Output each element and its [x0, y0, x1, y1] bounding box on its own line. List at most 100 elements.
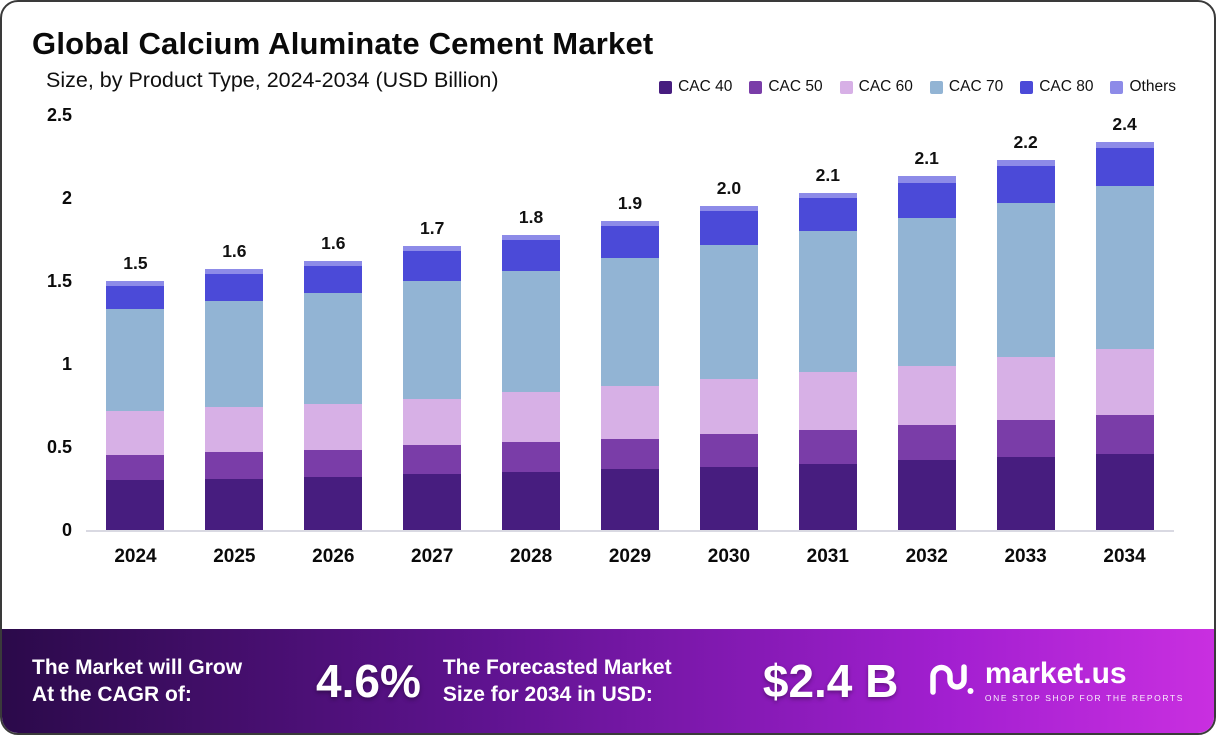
segment-cac-40: [699, 466, 758, 530]
segment-cac-60: [502, 392, 561, 443]
segment-cac-60: [205, 407, 264, 452]
legend-label: CAC 80: [1039, 78, 1094, 95]
segment-cac-80: [502, 239, 561, 272]
legend-label: CAC 60: [858, 78, 913, 95]
bar-total-label: 2.4: [1112, 113, 1137, 134]
brand-logo: market.us ONE STOP SHOP FOR THE REPORTS: [929, 659, 1184, 703]
legend-label: CAC 70: [948, 78, 1004, 95]
segment-others: [403, 246, 462, 252]
legend-item-cac-70: CAC 70: [929, 78, 1004, 96]
x-axis: 2024 2025 2026 2027 2028 2029 2030 2031 2032 2033…: [86, 546, 1174, 568]
legend-swatch-cac-40: [659, 80, 673, 94]
segment-cac-40: [106, 480, 165, 530]
bar-2034: 2.4: [1095, 113, 1154, 530]
y-axis: 0 0.5 1 1.5 2 2.5: [24, 105, 86, 540]
segment-cac-40: [1095, 453, 1154, 530]
segment-cac-40: [403, 473, 462, 530]
legend-item-cac-40: CAC 40: [659, 78, 732, 96]
segment-cac-60: [996, 357, 1055, 421]
segment-cac-70: [996, 203, 1055, 358]
segment-others: [699, 206, 758, 212]
bar-total-label: 1.5: [123, 253, 148, 274]
segment-cac-70: [1095, 186, 1154, 350]
cagr-label: The Market will Grow At the CAGR of:: [32, 655, 243, 706]
chart-header: Global Calcium Aluminate Cement Market S…: [2, 2, 1214, 96]
segment-cac-80: [699, 211, 758, 245]
legend-swatch-others: [1110, 80, 1124, 94]
legend-swatch-cac-70: [929, 80, 943, 94]
x-axis-label: 2033: [1004, 546, 1047, 567]
segment-cac-50: [798, 430, 857, 464]
legend-swatch-cac-50: [749, 80, 763, 94]
segment-others: [897, 176, 956, 184]
x-axis-label: 2029: [608, 546, 652, 567]
segment-cac-70: [897, 217, 956, 366]
segment-others: [1095, 141, 1154, 149]
segment-cac-50: [304, 450, 363, 477]
segment-cac-70: [403, 281, 462, 399]
segment-cac-80: [996, 166, 1055, 203]
bar-2026: 1.6: [304, 233, 363, 530]
bar-total-label: 1.9: [617, 193, 643, 214]
page-title: Global Calcium Aluminate Cement Market: [32, 26, 654, 61]
segment-cac-70: [205, 300, 264, 408]
brand-name: market.us: [984, 657, 1127, 690]
brand-text: market.us ONE STOP SHOP FOR THE REPORTS: [984, 657, 1184, 704]
bar-2032: 2.1: [897, 148, 956, 530]
segment-cac-70: [798, 231, 857, 373]
y-tick-label: 2: [61, 188, 72, 208]
segment-others: [304, 261, 363, 267]
bar-2027: 1.7: [403, 218, 462, 530]
x-axis-label: 2034: [1103, 546, 1146, 567]
segment-cac-50: [996, 420, 1055, 457]
chart-legend: CAC 40 CAC 50 CAC 60 CAC 70 CAC 80 Others: [659, 78, 1176, 96]
legend-item-cac-60: CAC 60: [839, 78, 913, 96]
segment-cac-60: [798, 372, 857, 431]
bar-total-label: 1.6: [222, 241, 247, 262]
segment-cac-40: [502, 471, 561, 530]
segment-cac-60: [600, 385, 659, 439]
segment-cac-40: [996, 456, 1055, 530]
segment-cac-60: [699, 378, 758, 434]
segment-cac-80: [897, 183, 956, 218]
x-axis-label: 2032: [905, 546, 948, 567]
segment-cac-60: [1095, 349, 1154, 416]
legend-label: CAC 40: [678, 78, 733, 95]
segment-cac-80: [403, 251, 462, 282]
y-tick-label: 1: [61, 354, 72, 374]
bar-total-label: 2.2: [1013, 131, 1038, 152]
segment-cac-40: [600, 468, 659, 530]
legend-swatch-cac-80: [1020, 80, 1034, 94]
cagr-value: 4.6%: [316, 655, 421, 707]
segment-cac-60: [106, 410, 165, 456]
bar-total-label: 2.1: [815, 165, 840, 186]
segment-cac-50: [699, 433, 758, 467]
segment-cac-50: [897, 425, 956, 461]
y-tick-label: 0: [61, 520, 72, 540]
segment-others: [205, 269, 264, 275]
segment-cac-50: [205, 452, 264, 479]
bar-total-label: 1.8: [518, 206, 544, 227]
segment-cac-80: [106, 286, 165, 310]
segment-cac-60: [403, 398, 462, 446]
x-axis-label: 2025: [213, 546, 256, 567]
segment-cac-80: [798, 198, 857, 232]
chart-area: 0 0.5 1 1.5 2 2.5 1.5 1.6 1.6 1.7 1.8 1.9 2.0 2.1 2.1…: [2, 93, 1214, 568]
segment-cac-80: [205, 274, 264, 301]
legend-swatch-cac-60: [839, 80, 853, 94]
segment-cac-60: [304, 403, 363, 451]
brand-tagline: ONE STOP SHOP FOR THE REPORTS: [984, 693, 1184, 703]
legend-item-cac-80: CAC 80: [1020, 78, 1093, 96]
legend-item-others: Others: [1110, 78, 1176, 96]
segment-cac-50: [502, 442, 561, 472]
segment-cac-50: [1095, 415, 1154, 454]
forecast-label: The Forecasted Market Size for 2034 in U…: [442, 655, 672, 706]
y-tick-label: 2.5: [46, 105, 72, 125]
bar-2031: 2.1: [798, 165, 857, 530]
x-axis-label: 2031: [806, 546, 849, 567]
segment-cac-80: [304, 266, 363, 293]
x-axis-label: 2026: [312, 546, 355, 567]
segment-cac-50: [600, 438, 659, 469]
plot-area: 1.5 1.6 1.6 1.7 1.8 1.9 2.0 2.1 2.1 2.2 2.4: [86, 113, 1174, 532]
